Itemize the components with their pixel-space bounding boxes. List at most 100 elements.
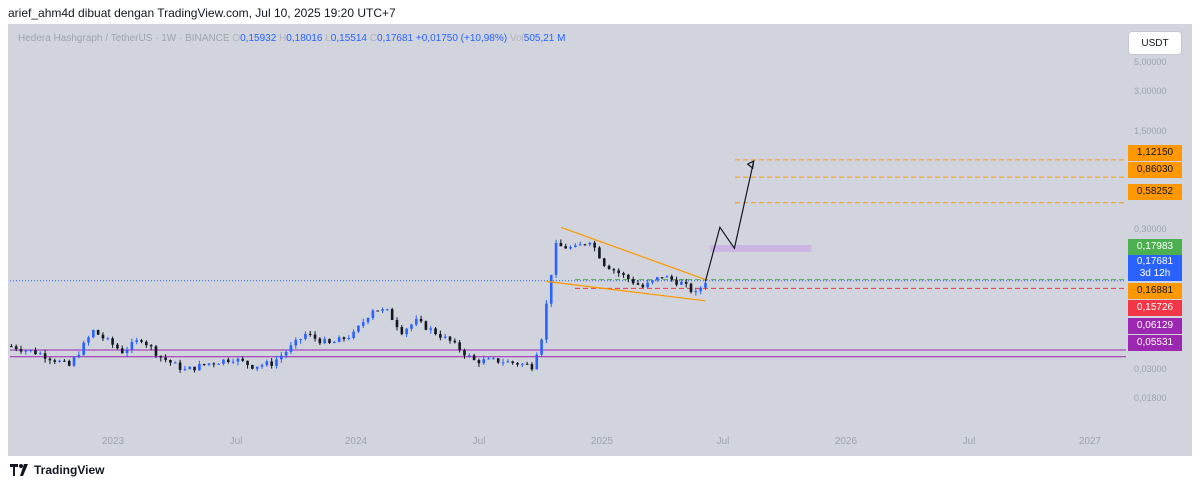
candle-body	[275, 359, 278, 366]
currency-button[interactable]: USDT	[1128, 31, 1182, 55]
candle-body	[14, 346, 18, 350]
projection-arrowhead	[746, 160, 755, 170]
candle-body	[270, 361, 273, 366]
candle-body	[173, 362, 177, 364]
candle-body	[467, 355, 471, 357]
candle-body	[627, 274, 630, 280]
candle-body	[125, 349, 129, 354]
tradingview-brand: TradingView	[34, 463, 105, 477]
candle-body	[342, 337, 346, 339]
wedge-lower-line	[546, 280, 706, 302]
legend-volume-label: Vol	[509, 33, 524, 44]
candle-body	[631, 279, 635, 284]
candle-body	[434, 328, 437, 335]
candle-body	[636, 283, 640, 285]
candle-body	[414, 318, 418, 325]
chart-attribution: arief_ahm4d dibuat dengan TradingView.co…	[8, 6, 396, 20]
candle-body	[588, 242, 592, 245]
legend-change: +0,01750 (+10,98%)	[415, 33, 508, 44]
candle-body	[217, 363, 220, 365]
candle-body	[38, 353, 42, 355]
symbol-legend: Hedera Hashgraph / TetherUS · 1W · BINAN…	[18, 33, 565, 44]
candle-body	[699, 287, 702, 292]
candle-body	[443, 336, 447, 338]
candle-body	[260, 365, 264, 367]
candle-body	[149, 345, 153, 347]
candle-body	[684, 281, 688, 284]
chart-panel[interactable]	[8, 24, 1192, 456]
candle-body	[236, 358, 240, 362]
x-tick: 2027	[1078, 436, 1102, 447]
candle-body	[390, 309, 394, 321]
candle-body	[545, 303, 548, 340]
candle-body	[381, 309, 384, 311]
candle-body	[646, 282, 649, 288]
candle-body	[294, 339, 298, 346]
candle-body	[602, 258, 606, 266]
candle-body	[120, 348, 124, 354]
legend-close-label: C	[369, 33, 377, 44]
candle-body	[371, 310, 375, 318]
candle-body	[154, 346, 158, 356]
candle-body	[376, 310, 380, 312]
candle-body	[496, 358, 500, 363]
legend-volume: 505,21 M	[523, 33, 566, 44]
candle-body	[169, 360, 172, 363]
y-tick: 3,00000	[1134, 86, 1167, 96]
candle-body	[116, 344, 119, 349]
candle-body	[159, 355, 163, 358]
candle-body	[453, 340, 457, 343]
candle-body	[328, 339, 331, 344]
candle-body	[101, 334, 105, 339]
candle-body	[670, 276, 674, 280]
candle-body	[689, 283, 693, 293]
tradingview-logo[interactable]: TradingView	[10, 463, 104, 477]
candle-body	[265, 361, 269, 366]
legend-low-label: L	[325, 33, 331, 44]
y-tick: 0,03000	[1134, 364, 1167, 374]
candle-body	[77, 354, 81, 358]
candle-body	[549, 274, 553, 304]
candle-body	[535, 354, 539, 370]
price-tag-zone-top: 0,06129	[1128, 318, 1182, 334]
candle-body	[284, 351, 288, 356]
candle-body	[694, 291, 698, 293]
legend-open-label: O	[232, 33, 241, 44]
candle-body	[463, 350, 466, 356]
candle-body	[651, 280, 654, 283]
candle-body	[574, 245, 577, 247]
legend-open: 0,15932	[240, 33, 277, 44]
candle-body	[241, 358, 245, 361]
candle-body	[458, 342, 461, 351]
price-tag-value: 0,58252	[1136, 186, 1174, 197]
price-tag-support-2: 0,15726	[1128, 300, 1182, 316]
candle-body	[183, 369, 187, 371]
candle-body	[516, 362, 519, 365]
candle-body	[193, 366, 196, 371]
candle-body	[29, 350, 32, 352]
candle-body	[24, 350, 28, 352]
candle-body	[347, 338, 351, 340]
candle-body	[410, 324, 413, 329]
x-tick: 2026	[834, 436, 858, 447]
legend-high: 0,18016	[286, 33, 323, 44]
x-tick: Jul	[962, 436, 976, 447]
candle-body	[665, 276, 669, 278]
candle-body	[569, 246, 572, 249]
candle-body	[178, 362, 182, 370]
legend-low: 0,15514	[330, 33, 367, 44]
candle-body	[559, 242, 563, 247]
candle-body	[400, 327, 404, 335]
candle-body	[130, 342, 134, 350]
candle-body	[492, 358, 495, 360]
resistance-zone	[710, 245, 812, 252]
price-tag-high: 0,17983	[1128, 239, 1182, 255]
candle-body	[188, 366, 192, 370]
candle-body	[501, 362, 505, 364]
candle-body	[386, 309, 389, 311]
candle-body	[82, 342, 85, 355]
candle-body	[87, 337, 90, 343]
candle-body	[564, 246, 567, 249]
candle-body	[482, 359, 486, 364]
